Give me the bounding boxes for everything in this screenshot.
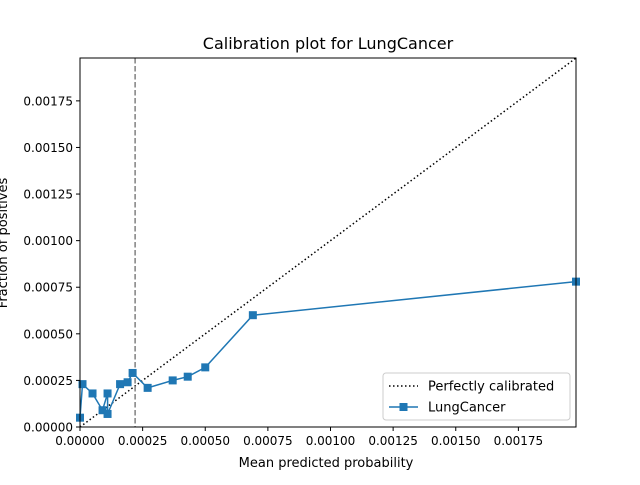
data-point [168, 376, 177, 385]
data-point [116, 380, 125, 389]
perfect-calibration-line [80, 58, 576, 427]
data-point [128, 368, 137, 377]
x-tick-label: 0.00050 [180, 434, 230, 448]
y-tick-label: 0.00100 [23, 234, 73, 248]
y-tick-label: 0.00075 [23, 281, 73, 295]
data-point [88, 389, 97, 398]
x-axis-label: Mean predicted probability [239, 456, 414, 471]
plot-area [76, 57, 580, 428]
legend: Perfectly calibrated LungCancer [382, 372, 571, 421]
data-point [248, 311, 257, 320]
x-tick-label: 0.00100 [306, 434, 356, 448]
chart-title: Calibration plot for LungCancer [203, 34, 454, 53]
data-point [98, 406, 107, 415]
x-tick-label: 0.00075 [243, 434, 293, 448]
data-point [183, 372, 192, 381]
y-tick-label: 0.00125 [23, 188, 73, 202]
y-tick-label: 0.00050 [23, 327, 73, 341]
legend-box [382, 372, 571, 421]
legend-label-reference: Perfectly calibrated [428, 380, 554, 395]
x-tick-label: 0.00175 [494, 434, 544, 448]
legend-label-series: LungCancer [428, 401, 506, 416]
legend-marker-series [399, 403, 408, 411]
data-point [103, 409, 112, 418]
data-point [103, 389, 112, 398]
x-tick-label: 0.00150 [431, 434, 481, 448]
data-point [201, 363, 210, 372]
y-tick-label: 0.00150 [23, 141, 73, 155]
data-point [123, 378, 132, 387]
y-axis-label: Fraction of positives [0, 178, 11, 309]
data-point [78, 380, 87, 389]
x-tick-label: 0.00125 [368, 434, 418, 448]
x-axis: 0.00000 0.00025 0.00050 0.00075 0.00100 0.001… [55, 427, 543, 448]
y-tick-label: 0.00000 [23, 421, 73, 435]
y-axis: 0.00000 0.00025 0.00050 0.00075 0.00100 0.001… [23, 94, 80, 435]
x-tick-label: 0.00025 [118, 434, 168, 448]
x-tick-label: 0.00000 [55, 434, 105, 448]
y-tick-label: 0.00025 [23, 374, 73, 388]
y-tick-label: 0.00175 [23, 94, 73, 108]
axes-frame [79, 57, 577, 428]
data-point [143, 383, 152, 392]
